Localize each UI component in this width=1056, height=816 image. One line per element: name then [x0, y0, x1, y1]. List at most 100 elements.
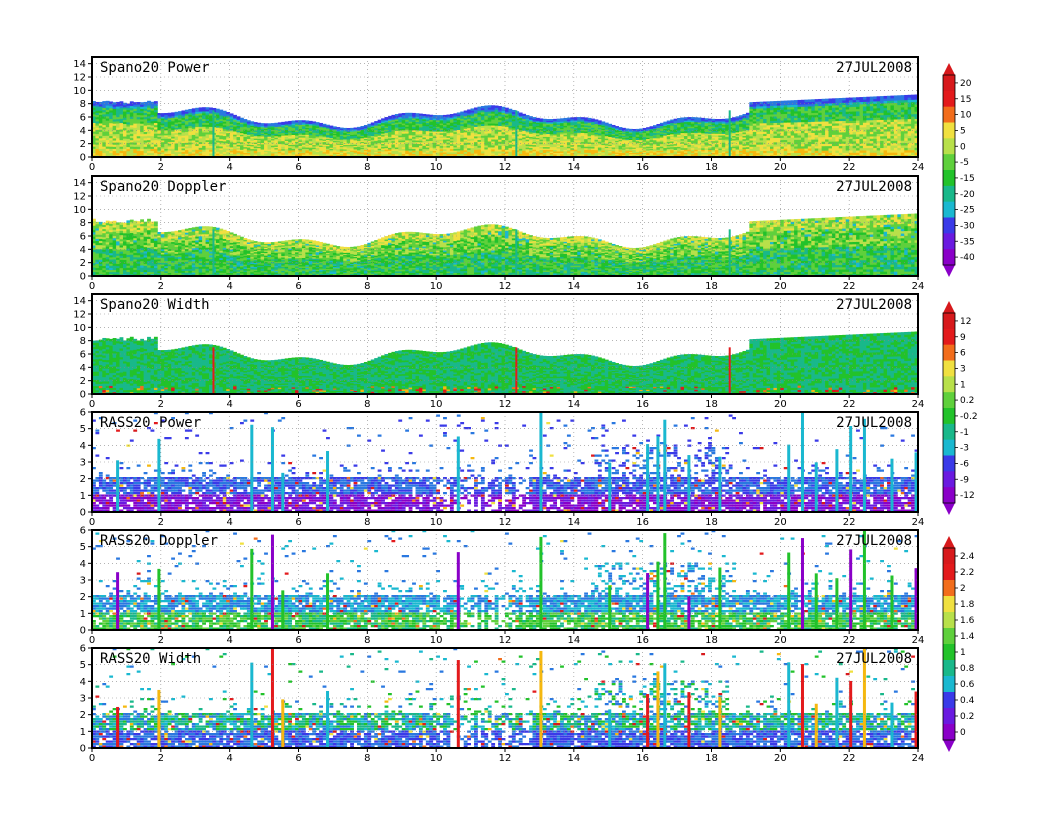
heatmap-cells	[92, 213, 918, 276]
colorbar-arrow-bottom	[943, 265, 955, 277]
colorbar-label: -20	[960, 190, 975, 200]
colorbar-power: 20 15 10 5 0 -5 -15 -20 -25 -30 -35 -40	[942, 63, 975, 277]
y-tick-label: 6	[80, 644, 86, 655]
x-tick-label: 22	[843, 399, 856, 410]
colorbar-label: 0.2	[960, 712, 974, 722]
colorbar-frame	[942, 547, 956, 741]
colorbar-swatch	[943, 724, 955, 741]
grid	[92, 530, 918, 630]
y-tick-label: 1	[80, 609, 86, 620]
colorbar-arrow-top	[943, 536, 955, 548]
colorbar-label: -25	[960, 206, 975, 216]
colorbar-label: -5	[960, 158, 969, 168]
grid	[92, 176, 918, 276]
y-tick-label: 6	[80, 526, 86, 537]
y-tick-label: 0	[80, 508, 86, 519]
x-tick-label: 12	[499, 281, 512, 292]
colorbar-swatch	[943, 423, 955, 441]
x-tick-label: 12	[499, 162, 512, 173]
colorbar-label: 1	[960, 648, 966, 658]
x-tick-label: 20	[774, 753, 787, 764]
x-tick-label: 16	[636, 517, 649, 528]
colorbar-swatch	[943, 75, 955, 92]
panel-title: Spano20 Power	[100, 60, 210, 76]
colorbar-swatch	[943, 170, 955, 187]
colorbar-width: 2.4 2.2 2 1.8 1.6 1.4 1 0.8 0.6 0.4 0.2 0	[942, 536, 975, 752]
y-tick-label: 8	[80, 218, 86, 229]
y-tick-label: 14	[73, 59, 86, 70]
x-tick-label: 16	[636, 635, 649, 646]
x-tick-label: 2	[158, 517, 164, 528]
colorbar-swatch	[943, 138, 955, 155]
x-tick-label: 6	[295, 162, 301, 173]
x-tick-label: 0	[89, 162, 95, 173]
colorbar-swatch	[943, 122, 955, 139]
colorbar-swatch	[943, 596, 955, 613]
x-tick-label: 16	[636, 281, 649, 292]
x-tick-label: 12	[499, 753, 512, 764]
x-tick-label: 24	[912, 399, 925, 410]
x-tick-label: 0	[89, 399, 95, 410]
x-tick-label: 10	[430, 635, 443, 646]
colorbar-label: 2	[960, 584, 966, 594]
x-tick-label: 18	[705, 281, 718, 292]
y-tick-label: 8	[80, 336, 86, 347]
x-tick-label: 4	[226, 635, 232, 646]
colorbar-swatch	[943, 313, 955, 330]
colorbar-swatch	[943, 328, 955, 346]
colorbar-arrow-top	[943, 63, 955, 75]
y-tick-label: 14	[73, 296, 86, 307]
x-tick-label: 8	[364, 281, 370, 292]
heatmap-cells	[92, 648, 918, 748]
y-tick-label: 2	[80, 258, 86, 269]
y-tick-label: 0	[80, 626, 86, 637]
panel-title: Spano20 Width	[100, 297, 210, 313]
colorbar-label: -12	[960, 491, 975, 501]
colorbar-swatch	[943, 154, 955, 171]
colorbar-swatch	[943, 660, 955, 677]
y-tick-label: 3	[80, 576, 86, 587]
colorbar-swatch	[943, 564, 955, 581]
colorbar-label: 20	[960, 79, 972, 89]
colorbar-frame	[942, 74, 956, 266]
x-tick-label: 2	[158, 399, 164, 410]
colorbar-label: -35	[960, 237, 975, 247]
x-tick-label: 20	[774, 517, 787, 528]
colorbar-swatch	[943, 217, 955, 234]
x-tick-label: 24	[912, 162, 925, 173]
x-tick-label: 4	[226, 162, 232, 173]
x-tick-label: 12	[499, 517, 512, 528]
colorbar-swatch	[943, 392, 955, 409]
y-tick-label: 2	[80, 474, 86, 485]
colorbar-swatch	[943, 628, 955, 645]
x-tick-label: 6	[295, 635, 301, 646]
heatmap-cells	[92, 412, 918, 512]
colorbar-swatch	[943, 580, 955, 597]
x-tick-label: 24	[912, 635, 925, 646]
colorbar-label: 9	[960, 333, 966, 343]
colorbar-label: 5	[960, 126, 966, 136]
colorbar-label: 1.4	[960, 632, 975, 642]
x-tick-label: 4	[226, 753, 232, 764]
colorbar-label: -30	[960, 221, 975, 231]
colorbar-swatch	[943, 90, 955, 108]
colorbar-swatch	[943, 612, 955, 629]
x-tick-label: 18	[705, 635, 718, 646]
x-tick-label: 24	[912, 281, 925, 292]
colorbar-doppler: 12 9 6 3 1 0.2 -0.2 -1 -3 -6 -9 -12	[942, 301, 978, 515]
y-tick-label: 5	[80, 542, 86, 553]
colorbar-swatch	[943, 644, 955, 661]
colorbar-label: 2.2	[960, 568, 974, 578]
heatmap-cells	[92, 94, 918, 157]
x-tick-label: 2	[158, 281, 164, 292]
x-tick-label: 14	[567, 399, 580, 410]
colorbar-label: 0	[960, 142, 966, 152]
colorbar-label: 1.6	[960, 616, 975, 626]
y-tick-label: 12	[73, 192, 86, 203]
x-tick-label: 12	[499, 399, 512, 410]
